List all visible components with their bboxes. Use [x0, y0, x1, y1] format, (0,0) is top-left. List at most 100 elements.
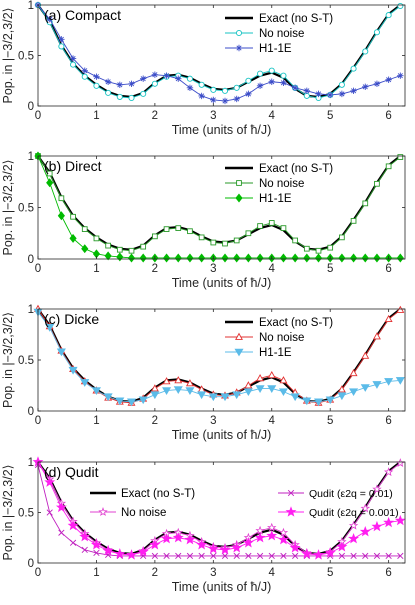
data-point: [313, 549, 324, 560]
data-point: [69, 55, 77, 62]
y-tick-label: 0.5: [18, 355, 34, 367]
data-point: [361, 253, 369, 263]
legend-entry: Qudit (ε2q = 0.01): [278, 488, 393, 500]
data-point: [198, 81, 205, 88]
data-point: [373, 552, 381, 560]
data-point: [267, 385, 277, 393]
data-point: [374, 180, 380, 187]
data-point: [280, 79, 287, 86]
data-point: [93, 549, 100, 557]
data-point: [362, 83, 369, 91]
data-point: [162, 377, 171, 385]
data-point: [383, 467, 394, 477]
data-point: [301, 548, 313, 559]
data-point: [175, 75, 182, 82]
data-point: [55, 501, 67, 513]
data-point: [362, 48, 369, 55]
data-point: [303, 87, 311, 95]
data-point: [257, 223, 263, 229]
data-point: [232, 391, 242, 400]
data-point: [172, 532, 184, 543]
data-point: [163, 552, 170, 560]
data-point: [198, 234, 205, 241]
data-point: [91, 387, 101, 395]
data-point: [266, 529, 278, 541]
data-point: [186, 84, 194, 92]
data-point: [128, 80, 135, 87]
data-point: [221, 552, 229, 560]
data-point: [93, 82, 100, 89]
legend-marker: [235, 193, 243, 203]
data-point: [222, 240, 228, 247]
x-axis-label: Time (units of ħ/J): [172, 580, 272, 594]
y-tick-label: 0.5: [18, 51, 34, 63]
data-point: [372, 484, 382, 494]
data-point: [280, 225, 287, 231]
data-point: [56, 348, 66, 357]
data-point: [373, 253, 381, 263]
data-point: [303, 253, 311, 263]
data-point: [151, 552, 158, 560]
x-tick-label: 0: [35, 567, 41, 579]
x-tick-label: 5: [327, 110, 333, 122]
data-point: [69, 539, 77, 546]
data-point: [359, 525, 371, 537]
x-tick-label: 1: [93, 263, 99, 275]
data-point: [46, 15, 53, 23]
data-point: [362, 552, 369, 560]
data-point: [197, 391, 207, 400]
data-point: [81, 73, 88, 80]
panel-title: (b) Direct: [44, 158, 102, 174]
data-point: [116, 246, 123, 253]
data-point: [58, 36, 65, 43]
data-point: [185, 379, 194, 387]
data-point: [231, 542, 243, 553]
data-point: [185, 387, 195, 395]
data-point: [58, 195, 65, 202]
data-point: [245, 552, 252, 560]
data-point: [360, 503, 370, 513]
data-point: [350, 218, 357, 224]
legend-label: Qudit (ε2q = 0.01): [309, 488, 393, 500]
legend-label: Exact (no S-T): [259, 13, 333, 25]
data-point: [196, 539, 208, 550]
legend-label: No noise: [121, 507, 166, 519]
data-point: [186, 253, 194, 263]
data-point: [81, 244, 89, 254]
data-point: [140, 243, 147, 250]
data-point: [162, 253, 171, 263]
data-point: [278, 388, 288, 397]
y-tick-label: 1: [28, 457, 34, 469]
legend-marker: [235, 332, 243, 340]
data-point: [67, 519, 79, 531]
legend-entry: No noise: [90, 507, 166, 519]
data-point: [139, 253, 147, 263]
data-point: [186, 75, 193, 82]
data-point: [277, 534, 289, 545]
data-point: [207, 543, 219, 554]
x-tick-label: 3: [210, 110, 216, 122]
data-point: [397, 2, 404, 10]
data-point: [221, 253, 229, 263]
data-point: [289, 542, 301, 553]
data-point: [126, 398, 137, 407]
data-point: [385, 552, 392, 560]
y-axis-label: Pop. in |−3/2,3/2⟩: [1, 7, 15, 103]
legend-label: No noise: [259, 28, 304, 40]
data-point: [384, 314, 393, 323]
data-point: [268, 78, 275, 85]
data-point: [303, 245, 310, 252]
data-point: [80, 379, 90, 387]
data-point: [349, 368, 358, 377]
data-point: [302, 397, 312, 406]
data-point: [128, 247, 135, 254]
data-point: [198, 253, 206, 263]
x-axis-label: Time (units of ħ/J): [172, 276, 272, 290]
data-point: [385, 76, 392, 83]
data-point: [395, 377, 405, 385]
legend-entry: No noise: [225, 332, 304, 344]
x-tick-label: 6: [385, 110, 391, 122]
data-point: [349, 388, 359, 397]
panel-2: 0 1 2 3 4 5 6 0 0.5 1 Time (units of ħ/J) Pop. in |…: [1, 151, 406, 290]
data-point: [280, 552, 287, 560]
